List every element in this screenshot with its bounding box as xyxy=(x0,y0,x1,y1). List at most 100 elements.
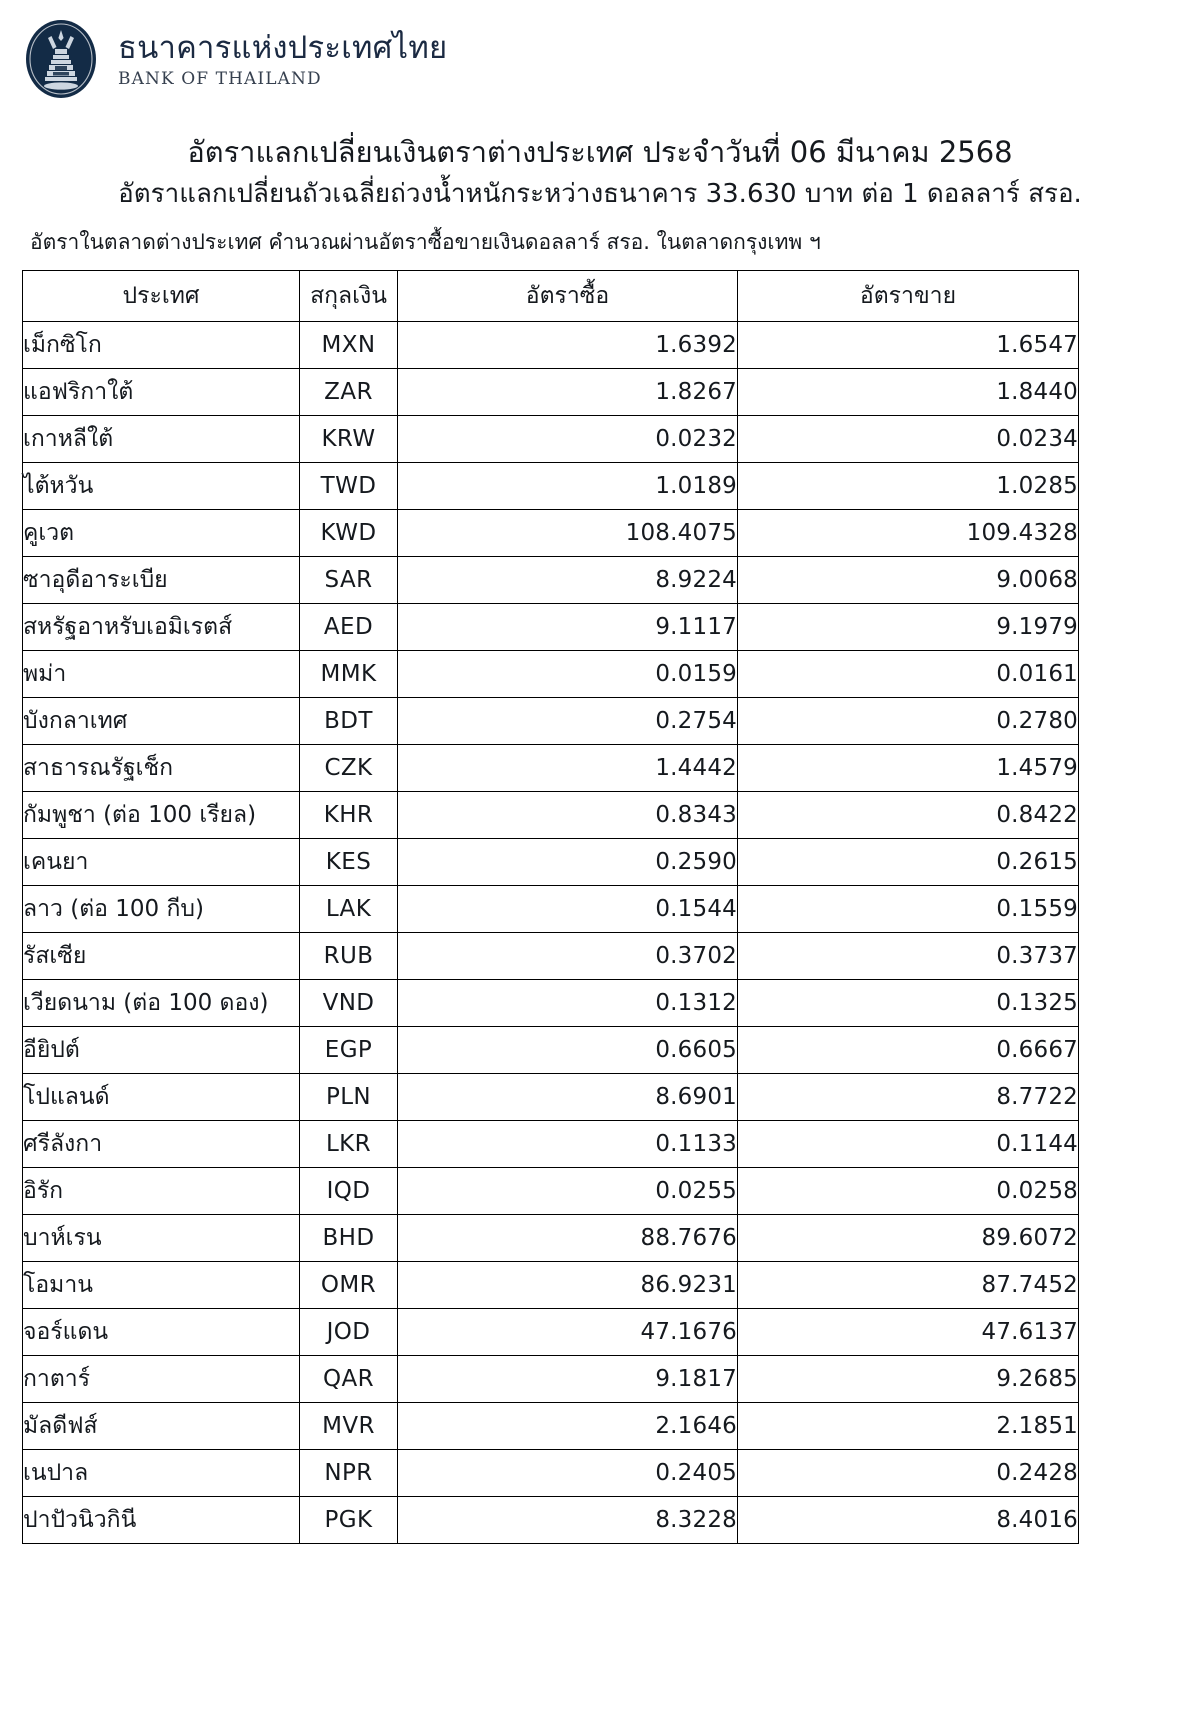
cell-country: แอฟริกาใต้ xyxy=(22,368,300,417)
page-subtitle: อัตราแลกเปลี่ยนถัวเฉลี่ยถ่วงน้ำหนักระหว่… xyxy=(118,179,1082,210)
cell-country: มัลดีฟส์ xyxy=(22,1402,300,1451)
cell-country: กาตาร์ xyxy=(22,1355,300,1404)
cell-buy-rate: 8.6901 xyxy=(397,1073,738,1122)
table-row: มัลดีฟส์ MVR 2.1646 2.1851 xyxy=(22,1402,1079,1451)
cell-sell-rate: 0.2428 xyxy=(737,1449,1079,1498)
cell-currency-code: KRW xyxy=(299,415,398,464)
page-title: อัตราแลกเปลี่ยนเงินตราต่างประเทศ ประจำวั… xyxy=(187,135,1013,169)
table-row: ศรีลังกา LKR 0.1133 0.1144 xyxy=(22,1120,1079,1169)
cell-sell-rate: 1.4579 xyxy=(737,744,1079,793)
cell-buy-rate: 9.1817 xyxy=(397,1355,738,1404)
cell-buy-rate: 88.7676 xyxy=(397,1214,738,1263)
cell-buy-rate: 1.4442 xyxy=(397,744,738,793)
cell-buy-rate: 0.0159 xyxy=(397,650,738,699)
cell-currency-code: JOD xyxy=(299,1308,398,1357)
cell-country: เกาหลีใต้ xyxy=(22,415,300,464)
table-row: ลาว (ต่อ 100 กีบ) LAK 0.1544 0.1559 xyxy=(22,885,1079,934)
bot-seal-icon xyxy=(22,18,100,100)
cell-country: ปาปัวนิวกินี xyxy=(22,1496,300,1545)
cell-buy-rate: 1.0189 xyxy=(397,462,738,511)
table-row: สหรัฐอาหรับเอมิเรตส์ AED 9.1117 9.1979 xyxy=(22,603,1079,652)
cell-buy-rate: 86.9231 xyxy=(397,1261,738,1310)
table-row: บังกลาเทศ BDT 0.2754 0.2780 xyxy=(22,697,1079,746)
cell-sell-rate: 9.2685 xyxy=(737,1355,1079,1404)
cell-currency-code: ZAR xyxy=(299,368,398,417)
table-row: แอฟริกาใต้ ZAR 1.8267 1.8440 xyxy=(22,368,1079,417)
cell-buy-rate: 0.0255 xyxy=(397,1167,738,1216)
table-row: ซาอุดีอาระเบีย SAR 8.9224 9.0068 xyxy=(22,556,1079,605)
cell-country: อิรัก xyxy=(22,1167,300,1216)
table-row: เนปาล NPR 0.2405 0.2428 xyxy=(22,1449,1079,1498)
cell-sell-rate: 0.0258 xyxy=(737,1167,1079,1216)
cell-sell-rate: 1.0285 xyxy=(737,462,1079,511)
cell-buy-rate: 0.1133 xyxy=(397,1120,738,1169)
cell-buy-rate: 0.2590 xyxy=(397,838,738,887)
table-row: เกาหลีใต้ KRW 0.0232 0.0234 xyxy=(22,415,1079,464)
cell-country: เม็กซิโก xyxy=(22,321,300,370)
table-row: พม่า MMK 0.0159 0.0161 xyxy=(22,650,1079,699)
cell-sell-rate: 89.6072 xyxy=(737,1214,1079,1263)
table-body: เม็กซิโก MXN 1.6392 1.6547 แอฟริกาใต้ ZAR 1.82… xyxy=(22,321,1079,1545)
cell-country: คูเวต xyxy=(22,509,300,558)
cell-buy-rate: 0.6605 xyxy=(397,1026,738,1075)
cell-currency-code: BHD xyxy=(299,1214,398,1263)
cell-currency-code: SAR xyxy=(299,556,398,605)
cell-buy-rate: 9.1117 xyxy=(397,603,738,652)
cell-buy-rate: 0.3702 xyxy=(397,932,738,981)
cell-currency-code: LAK xyxy=(299,885,398,934)
cell-sell-rate: 0.2780 xyxy=(737,697,1079,746)
cell-country: ไต้หวัน xyxy=(22,462,300,511)
cell-currency-code: EGP xyxy=(299,1026,398,1075)
title-block: อัตราแลกเปลี่ยนเงินตราต่างประเทศ ประจำวั… xyxy=(0,132,1200,256)
cell-currency-code: VND xyxy=(299,979,398,1028)
table-row: เม็กซิโก MXN 1.6392 1.6547 xyxy=(22,321,1079,370)
page-header: ธนาคารแห่งประเทศไทย BANK OF THAILAND xyxy=(0,0,1200,106)
cell-sell-rate: 0.0161 xyxy=(737,650,1079,699)
cell-buy-rate: 0.2754 xyxy=(397,697,738,746)
exchange-rate-table-wrapper: ประเทศ สกุลเงิน อัตราซื้อ อัตราขาย เม็กซ… xyxy=(22,270,1178,1545)
table-row: สาธารณรัฐเช็ก CZK 1.4442 1.4579 xyxy=(22,744,1079,793)
cell-country: สหรัฐอาหรับเอมิเรตส์ xyxy=(22,603,300,652)
table-row: จอร์แดน JOD 47.1676 47.6137 xyxy=(22,1308,1079,1357)
cell-sell-rate: 0.3737 xyxy=(737,932,1079,981)
cell-buy-rate: 0.1544 xyxy=(397,885,738,934)
column-header-buy-rate: อัตราซื้อ xyxy=(397,270,738,323)
cell-currency-code: CZK xyxy=(299,744,398,793)
table-header: ประเทศ สกุลเงิน อัตราซื้อ อัตราขาย xyxy=(22,270,1079,323)
cell-buy-rate: 47.1676 xyxy=(397,1308,738,1357)
cell-currency-code: KHR xyxy=(299,791,398,840)
cell-sell-rate: 47.6137 xyxy=(737,1308,1079,1357)
cell-sell-rate: 0.2615 xyxy=(737,838,1079,887)
cell-currency-code: AED xyxy=(299,603,398,652)
cell-currency-code: QAR xyxy=(299,1355,398,1404)
cell-sell-rate: 0.1325 xyxy=(737,979,1079,1028)
brand-text: ธนาคารแห่งประเทศไทย BANK OF THAILAND xyxy=(118,29,447,89)
cell-buy-rate: 1.8267 xyxy=(397,368,738,417)
exchange-rate-table: ประเทศ สกุลเงิน อัตราซื้อ อัตราขาย เม็กซ… xyxy=(22,270,1079,1545)
column-header-country: ประเทศ xyxy=(22,270,300,323)
cell-buy-rate: 8.3228 xyxy=(397,1496,738,1545)
cell-country: กัมพูชา (ต่อ 100 เรียล) xyxy=(22,791,300,840)
table-row: ปาปัวนิวกินี PGK 8.3228 8.4016 xyxy=(22,1496,1079,1545)
cell-currency-code: NPR xyxy=(299,1449,398,1498)
cell-currency-code: TWD xyxy=(299,462,398,511)
cell-sell-rate: 8.7722 xyxy=(737,1073,1079,1122)
cell-country: เนปาล xyxy=(22,1449,300,1498)
cell-buy-rate: 2.1646 xyxy=(397,1402,738,1451)
cell-currency-code: OMR xyxy=(299,1261,398,1310)
cell-currency-code: MXN xyxy=(299,321,398,370)
table-row: บาห์เรน BHD 88.7676 89.6072 xyxy=(22,1214,1079,1263)
cell-currency-code: RUB xyxy=(299,932,398,981)
cell-country: จอร์แดน xyxy=(22,1308,300,1357)
table-row: อิรัก IQD 0.0255 0.0258 xyxy=(22,1167,1079,1216)
cell-country: บาห์เรน xyxy=(22,1214,300,1263)
cell-currency-code: PGK xyxy=(299,1496,398,1545)
cell-buy-rate: 8.9224 xyxy=(397,556,738,605)
cell-country: บังกลาเทศ xyxy=(22,697,300,746)
cell-country: โปแลนด์ xyxy=(22,1073,300,1122)
cell-country: ซาอุดีอาระเบีย xyxy=(22,556,300,605)
brand-name-english: BANK OF THAILAND xyxy=(118,68,322,89)
table-row: กัมพูชา (ต่อ 100 เรียล) KHR 0.8343 0.8422 xyxy=(22,791,1079,840)
table-row: กาตาร์ QAR 9.1817 9.2685 xyxy=(22,1355,1079,1404)
cell-country: รัสเซีย xyxy=(22,932,300,981)
